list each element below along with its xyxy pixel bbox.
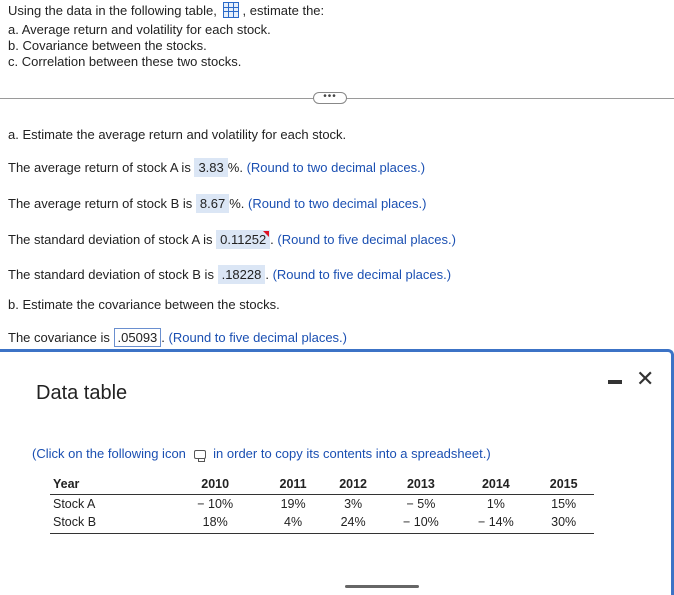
rounding-hint: (Round to five decimal places.)	[272, 267, 452, 282]
question-intro-text: Using the data in the following table,	[8, 3, 217, 18]
table-cell: 15%	[551, 497, 577, 511]
part-a-heading: a. Estimate the average return and volat…	[8, 127, 347, 142]
table-row: Stock A − 10% 19% 3% − 5% 1% 15%	[50, 495, 594, 514]
copy-note-text: (Click on the following icon	[32, 446, 186, 461]
table-cell: − 10%	[197, 497, 234, 511]
copy-to-spreadsheet-icon[interactable]	[193, 450, 206, 462]
rounding-hint: (Round to five decimal places.)	[168, 330, 348, 345]
minimize-icon[interactable]	[608, 380, 622, 384]
question-intro-after: , estimate the:	[242, 3, 325, 18]
answer-field-return-a[interactable]: 3.83	[194, 158, 228, 177]
answer-suffix: .	[265, 267, 269, 282]
rounding-hint: (Round to two decimal places.)	[248, 196, 427, 211]
answer-line-return-b: The average return of stock B is 8.67%. …	[8, 194, 426, 213]
answer-label: The standard deviation of stock A is	[8, 232, 213, 247]
table-header: 2014	[458, 475, 534, 495]
table-cell: Stock A	[53, 497, 96, 511]
answer-field-return-b[interactable]: 8.67	[195, 194, 230, 213]
table-cell: 1%	[486, 497, 505, 511]
table-row: Stock B 18% 4% 24% − 10% − 14% 30%	[50, 513, 594, 534]
question-item-b: b. Covariance between the stocks.	[8, 38, 207, 53]
question-intro: Using the data in the following table, ,…	[8, 2, 324, 18]
answer-line-sd-b: The standard deviation of stock B is .18…	[8, 265, 451, 284]
answer-suffix: %.	[227, 160, 243, 175]
answer-field-sd-a[interactable]: 0.11252	[216, 230, 271, 249]
table-cell: 18%	[140, 513, 264, 534]
table-cell: 24%	[322, 513, 384, 534]
table-header-row: Year 2010 2011 2012 2013 2014 2015	[50, 475, 594, 495]
table-cell: 19%	[280, 497, 306, 511]
copy-instructions: (Click on the following icon in order to…	[32, 446, 491, 462]
rounding-hint: (Round to two decimal places.)	[246, 160, 426, 175]
part-b-heading: b. Estimate the covariance between the s…	[8, 297, 280, 312]
table-cell: 3%	[344, 497, 363, 511]
table-cell: Stock B	[50, 513, 140, 534]
table-cell: 30%	[533, 513, 594, 534]
answer-label: The average return of stock B is	[8, 196, 193, 211]
question-item-a: a. Average return and volatility for eac…	[8, 22, 271, 37]
table-cell: 4%	[263, 513, 323, 534]
data-table-dialog: Data table ✕ (Click on the following ico…	[0, 349, 674, 595]
answer-suffix: %.	[229, 196, 245, 211]
rounding-hint: (Round to five decimal places.)	[277, 232, 456, 247]
table-header: 2013	[383, 475, 459, 495]
answer-line-return-a: The average return of stock A is 3.83%. …	[8, 158, 425, 177]
table-header: 2015	[533, 475, 594, 495]
answer-label: The standard deviation of stock B is	[8, 267, 214, 282]
question-item-c: c. Correlation between these two stocks.	[8, 54, 242, 69]
table-cell: − 5%	[406, 497, 436, 511]
dialog-title: Data table	[36, 382, 128, 404]
table-cell: − 14%	[458, 513, 534, 534]
answer-suffix: .	[161, 330, 165, 345]
copy-note-text-after: in order to copy its contents into a spr…	[213, 446, 491, 461]
table-grid-icon[interactable]	[223, 2, 240, 18]
close-icon[interactable]: ✕	[636, 366, 655, 391]
answer-line-sd-a: The standard deviation of stock A is 0.1…	[8, 230, 456, 249]
answer-label: The average return of stock A is	[8, 160, 191, 175]
table-header: 2010	[140, 475, 264, 495]
expand-button[interactable]: •••	[313, 92, 347, 104]
answer-label: The covariance is	[8, 330, 110, 345]
answer-field-covariance[interactable]: .05093	[113, 328, 162, 347]
table-header: 2011	[263, 475, 323, 495]
answer-field-sd-b[interactable]: .18228	[217, 265, 266, 284]
table-header: Year	[50, 475, 140, 495]
horizontal-scrollbar-thumb[interactable]	[345, 585, 419, 588]
answer-suffix: .	[270, 232, 274, 247]
data-table: Year 2010 2011 2012 2013 2014 2015 Stock…	[50, 475, 594, 534]
table-header: 2012	[322, 475, 384, 495]
answer-line-covariance: The covariance is .05093. (Round to five…	[8, 328, 347, 347]
table-cell: − 10%	[383, 513, 459, 534]
